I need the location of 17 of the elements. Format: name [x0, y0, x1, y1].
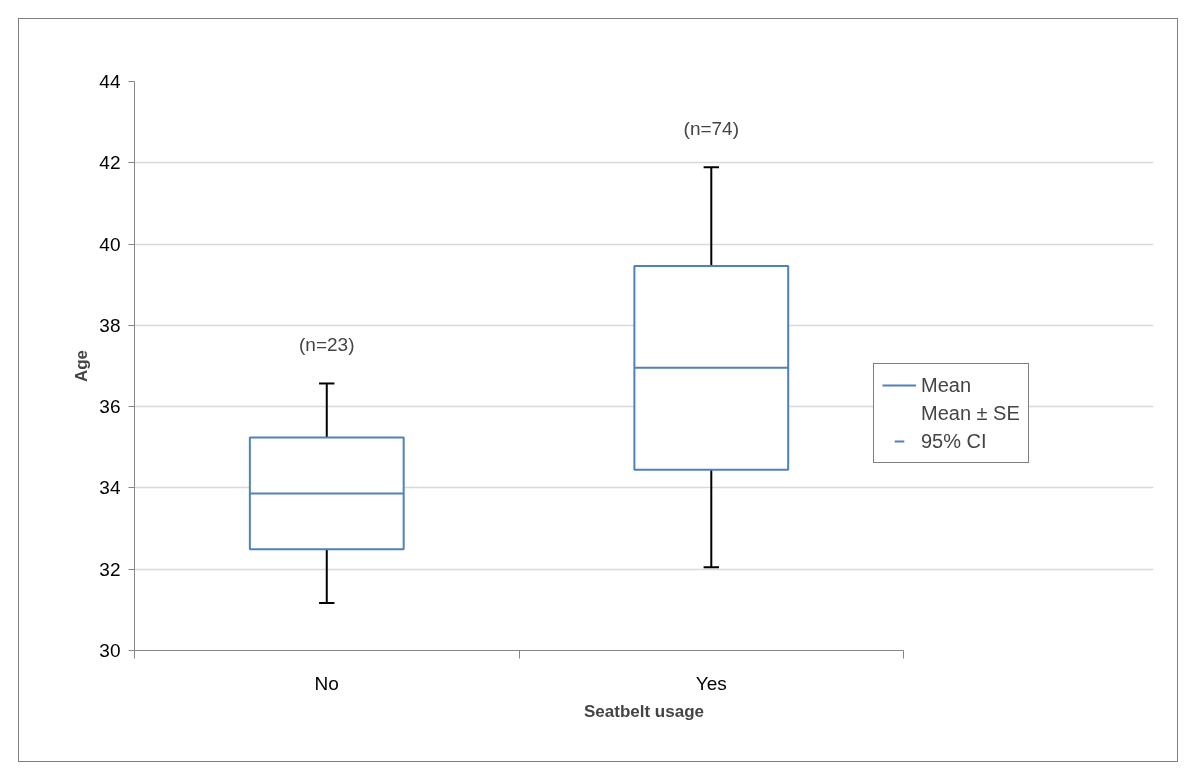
y-tick-label: 30 — [99, 640, 121, 661]
annotation: Mean ± SE — [921, 400, 1020, 426]
x-axis-title: Seatbelt usage — [584, 701, 705, 721]
annotation: (n=74) — [683, 118, 740, 140]
y-tick-label: 36 — [99, 396, 121, 418]
y-tick-label: 44 — [99, 71, 121, 92]
annotation: 95% CI — [921, 428, 987, 454]
y-tick-label: 38 — [99, 314, 121, 336]
y-tick-label: 42 — [99, 152, 121, 174]
x-tick-label: No — [314, 672, 339, 694]
y-axis-title: Age — [72, 349, 92, 383]
y-tick-label: 34 — [99, 477, 121, 499]
annotation: (n=23) — [299, 334, 355, 356]
y-tick-label: 40 — [99, 233, 121, 255]
annotation: Mean — [921, 372, 972, 398]
y-tick-label: 32 — [99, 558, 121, 580]
x-tick-label: Yes — [695, 672, 727, 694]
